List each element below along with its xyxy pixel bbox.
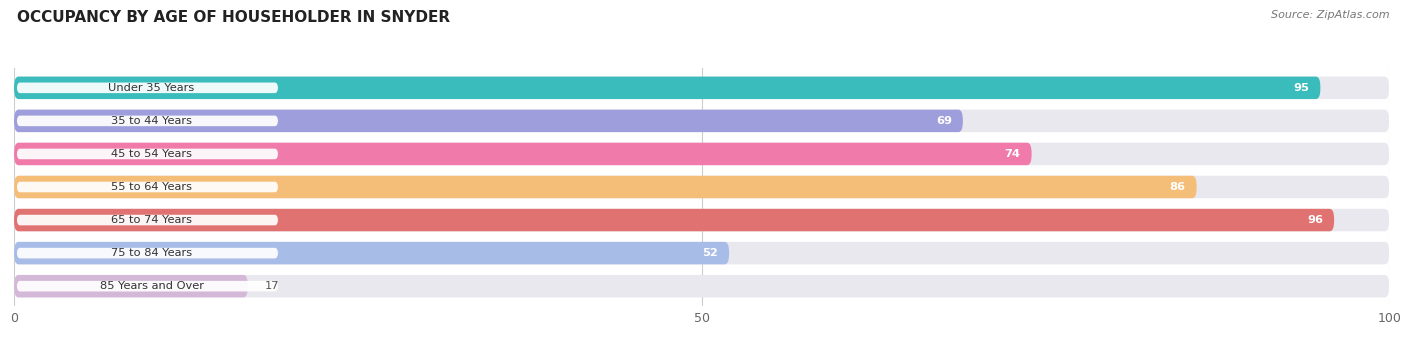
FancyBboxPatch shape [14, 109, 963, 132]
Text: OCCUPANCY BY AGE OF HOUSEHOLDER IN SNYDER: OCCUPANCY BY AGE OF HOUSEHOLDER IN SNYDE… [17, 10, 450, 25]
Text: 35 to 44 Years: 35 to 44 Years [111, 116, 193, 126]
FancyBboxPatch shape [17, 281, 278, 291]
Text: Under 35 Years: Under 35 Years [108, 83, 194, 93]
FancyBboxPatch shape [14, 176, 1389, 198]
Text: 55 to 64 Years: 55 to 64 Years [111, 182, 193, 192]
FancyBboxPatch shape [14, 176, 1197, 198]
FancyBboxPatch shape [17, 149, 278, 159]
FancyBboxPatch shape [14, 143, 1032, 165]
FancyBboxPatch shape [14, 275, 247, 298]
FancyBboxPatch shape [17, 182, 278, 192]
Text: 17: 17 [264, 281, 278, 291]
Text: 95: 95 [1294, 83, 1309, 93]
FancyBboxPatch shape [14, 109, 1389, 132]
Text: 75 to 84 Years: 75 to 84 Years [111, 248, 193, 258]
Text: 69: 69 [936, 116, 952, 126]
FancyBboxPatch shape [17, 248, 278, 258]
FancyBboxPatch shape [17, 83, 278, 93]
Text: 74: 74 [1005, 149, 1021, 159]
Text: Source: ZipAtlas.com: Source: ZipAtlas.com [1271, 10, 1389, 20]
FancyBboxPatch shape [14, 209, 1334, 231]
Text: 86: 86 [1170, 182, 1185, 192]
FancyBboxPatch shape [17, 116, 278, 126]
FancyBboxPatch shape [17, 215, 278, 225]
FancyBboxPatch shape [14, 242, 730, 265]
Text: 65 to 74 Years: 65 to 74 Years [111, 215, 193, 225]
Text: 85 Years and Over: 85 Years and Over [100, 281, 204, 291]
Text: 96: 96 [1308, 215, 1323, 225]
FancyBboxPatch shape [14, 143, 1389, 165]
FancyBboxPatch shape [14, 76, 1320, 99]
FancyBboxPatch shape [14, 275, 1389, 298]
Text: 45 to 54 Years: 45 to 54 Years [111, 149, 193, 159]
FancyBboxPatch shape [14, 242, 1389, 265]
FancyBboxPatch shape [14, 209, 1389, 231]
Text: 52: 52 [703, 248, 718, 258]
FancyBboxPatch shape [14, 76, 1389, 99]
